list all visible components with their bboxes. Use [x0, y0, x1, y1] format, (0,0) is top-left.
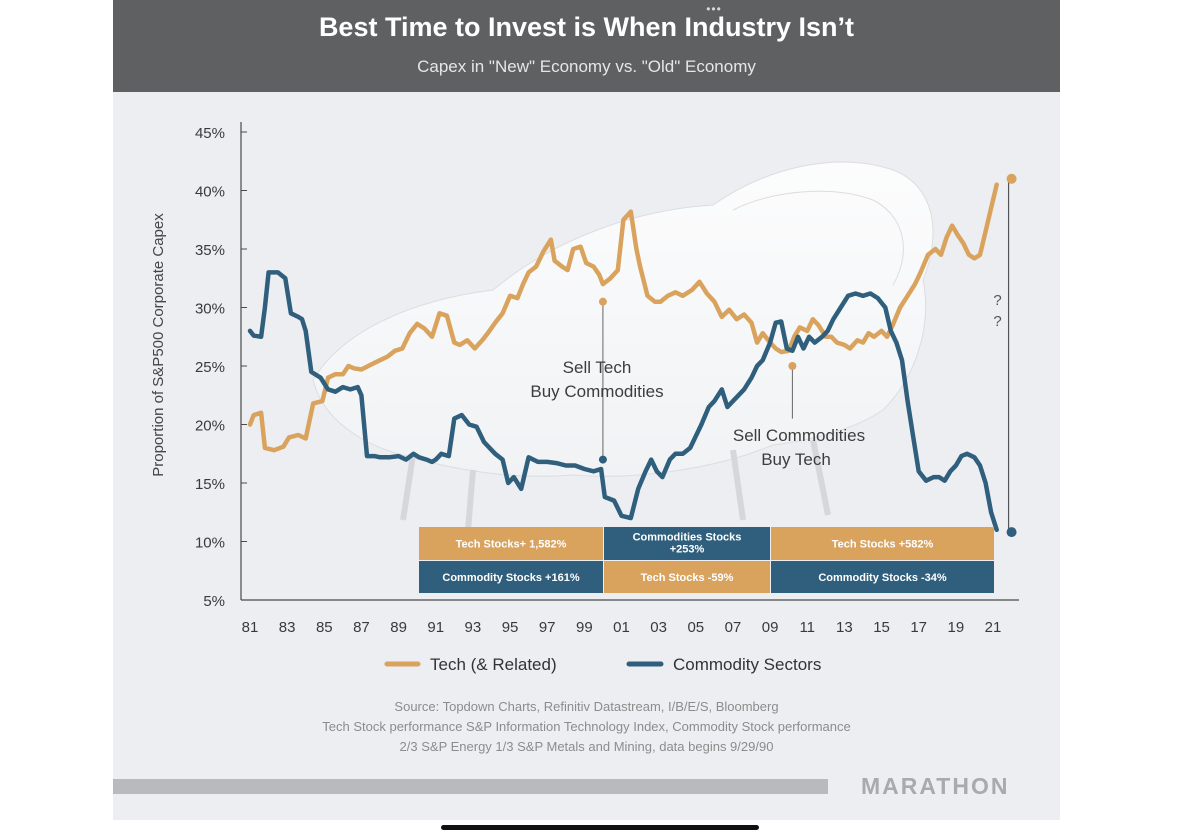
x-tick-label: 89 — [390, 619, 407, 636]
commodity-series-line — [247, 270, 999, 533]
x-tick-label: 21 — [985, 619, 1002, 636]
bracket-question-mark: ? — [993, 292, 1001, 309]
more-dots[interactable]: ••• — [706, 2, 722, 16]
x-tick-label: 97 — [539, 619, 556, 636]
performance-cell-label: +253% — [670, 544, 705, 556]
performance-cell-label: Tech Stocks+ 1,582% — [456, 539, 567, 551]
footer-bar — [113, 779, 828, 794]
x-tick-label: 95 — [502, 619, 519, 636]
source-notes: Source: Topdown Charts, Refinitiv Datast… — [113, 697, 1060, 757]
annotation-text-buy-commodities: Buy Commodities — [530, 382, 663, 401]
x-tick-label: 91 — [427, 619, 444, 636]
legend-label: Tech (& Related) — [430, 655, 557, 674]
chart-plot: 5% 10% 15% 20% 25% 30% 35% 40% 45% Proportion of … — [150, 122, 1019, 674]
y-tick-label: 10% — [195, 535, 225, 552]
y-tick-label: 40% — [195, 184, 225, 201]
x-tick-label: 17 — [910, 619, 927, 636]
y-tick-label: 15% — [195, 476, 225, 493]
y-tick-label: 20% — [195, 418, 225, 435]
y-tick-label: 30% — [195, 301, 225, 318]
performance-cell — [604, 561, 770, 593]
y-tick-label: 45% — [195, 125, 225, 142]
y-tick-label: 25% — [195, 359, 225, 376]
x-tick-label: 83 — [279, 619, 296, 636]
tech-series-line — [247, 182, 999, 453]
annotation-dot — [788, 362, 797, 370]
x-tick-label: 13 — [836, 619, 853, 636]
x-tick-label: 85 — [316, 619, 333, 636]
brand-logo-text: MARATHON — [861, 773, 1010, 799]
performance-cell-label: Tech Stocks -59% — [641, 572, 734, 584]
performance-cell-label: Tech Stocks +582% — [832, 539, 934, 551]
performance-cell-label: Commodities Stocks — [633, 532, 742, 544]
x-tick-label: 07 — [725, 619, 742, 636]
x-tick-label: 11 — [799, 619, 815, 636]
home-indicator[interactable] — [441, 825, 759, 830]
annotation-text-sell-tech: Sell Tech — [563, 358, 632, 377]
performance-cell-label: Commodity Stocks -34% — [818, 572, 947, 584]
source-line: 2/3 S&P Energy 1/3 S&P Metals and Mining… — [399, 739, 774, 754]
annotation-dot — [598, 455, 607, 464]
annotation-dot — [598, 297, 607, 306]
performance-cell-label: Commodity Stocks +161% — [442, 572, 579, 584]
x-tick-label: 87 — [353, 619, 370, 636]
commodity-end-dot — [1006, 527, 1017, 538]
x-tick-label: 15 — [873, 619, 890, 636]
x-tick-label: 09 — [762, 619, 779, 636]
chart-header: ••• Best Time to Invest is When Industry… — [113, 0, 1060, 92]
performance-cell — [771, 527, 994, 560]
bull-watermark — [312, 161, 934, 531]
y-tick-label: 5% — [203, 593, 225, 610]
source-line: Source: Topdown Charts, Refinitiv Datast… — [394, 699, 779, 714]
chart-title: Best Time to Invest is When Industry Isn… — [318, 12, 855, 42]
x-tick-label: 05 — [687, 619, 704, 636]
x-tick-label: 19 — [948, 619, 965, 636]
chart-frame: ••• Best Time to Invest is When Industry… — [113, 0, 1060, 820]
annotation-text-buy-tech: Buy Tech — [761, 450, 831, 469]
performance-cell — [771, 561, 994, 593]
performance-cell — [419, 527, 603, 560]
performance-cell — [419, 561, 603, 593]
y-axis-label: Proportion of S&P500 Corporate Capex — [150, 213, 167, 477]
x-tick-label: 81 — [242, 619, 259, 636]
x-tick-label: 99 — [576, 619, 593, 636]
x-tick-label: 01 — [613, 619, 630, 636]
tech-end-dot — [1006, 173, 1017, 184]
annotation-text-sell-commodities: Sell Commodities — [733, 426, 865, 445]
x-tick-label: 03 — [650, 619, 667, 636]
chart-subtitle: Capex in "New" Economy vs. "Old" Economy — [417, 57, 756, 76]
legend-label: Commodity Sectors — [673, 655, 821, 674]
source-line: Tech Stock performance S&P Information T… — [322, 719, 851, 734]
x-tick-label: 93 — [465, 619, 482, 636]
y-tick-label: 35% — [195, 242, 225, 259]
performance-cell — [604, 527, 770, 560]
bracket-question-mark: ? — [993, 313, 1001, 330]
